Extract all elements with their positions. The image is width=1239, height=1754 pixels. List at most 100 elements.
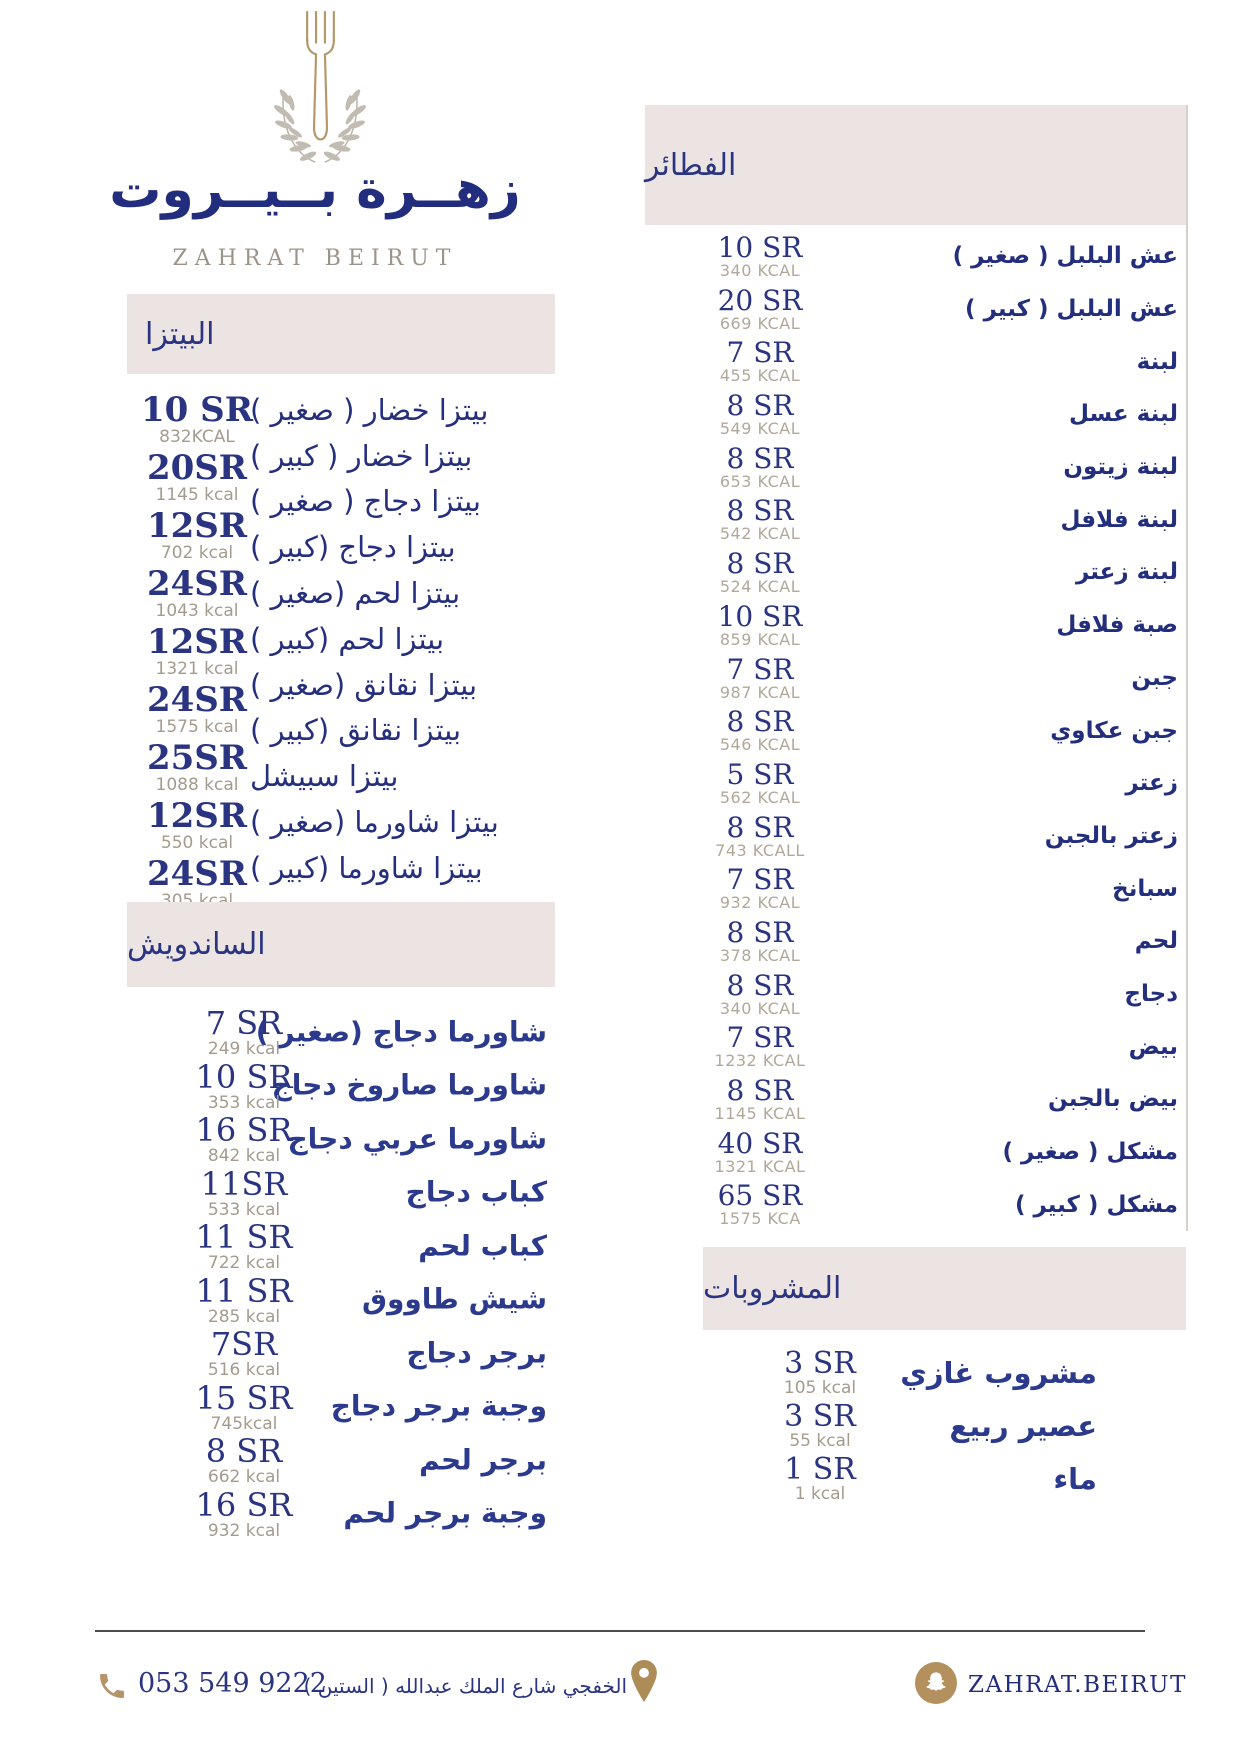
price-block: 8 SR 340 KCAL (685, 971, 835, 1018)
menu-item-row: ماء 1 SR 1 kcal (703, 1452, 1186, 1505)
price-block: 7 SR 455 KCAL (685, 338, 835, 385)
menu-item-row: كباب دجاج 11SR 533 kcal (127, 1166, 555, 1220)
item-kcal: 55 kcal (789, 1431, 851, 1451)
price-block: 7SR 516 kcal (159, 1325, 329, 1380)
item-kcal: 932 kcal (207, 1520, 281, 1541)
menu-item-name: مشكل ( كبير ) (1014, 1191, 1178, 1218)
menu-item-row: زعتر 5 SR 562 KCAL (645, 757, 1186, 810)
menu-item-name: بيتزا سبيشل (250, 759, 399, 794)
item-price: 11 SR (195, 1218, 293, 1256)
menu-item-name: عش البلبل ( صغير ) (952, 243, 1178, 270)
item-price: 12SR (146, 622, 248, 662)
menu-item-name: سبانخ (1112, 875, 1178, 902)
price-block: 11 SR 722 kcal (159, 1218, 329, 1273)
menu-item-name: زعتر بالجبن (1044, 822, 1178, 849)
menu-item-name: بيض بالجبن (1048, 1086, 1178, 1113)
item-kcal: 1232 KCAL (714, 1051, 806, 1071)
item-price: 7 SR (726, 1021, 794, 1055)
price-block: 11 SR 285 kcal (159, 1271, 329, 1326)
menu-item-row: وجبة برجر دجاج 15 SR 745kcal (127, 1380, 555, 1434)
sandwich-list: شاورما دجاج (صغير ) 7 SR 249 kcal شاورما… (127, 1005, 555, 1540)
menu-item-name: بيتزا نقانق (كبير ) (250, 713, 462, 748)
item-price: 8 SR (726, 810, 794, 844)
price-block: 1 SR 1 kcal (750, 1454, 890, 1503)
price-block: 8 SR 743 KCALL (685, 813, 835, 860)
menu-item-name: لبنة عسل (1068, 401, 1178, 428)
item-price: 12SR (146, 506, 248, 546)
pastries-list: عش البلبل ( صغير ) 10 SR 340 KCAL عش الب… (645, 230, 1186, 1231)
item-kcal: 549 KCAL (719, 419, 801, 439)
menu-item-row: جبن 7 SR 987 KCAL (645, 652, 1186, 705)
item-kcal: 842 kcal (207, 1146, 281, 1166)
price-block: 3 SR 55 kcal (750, 1401, 890, 1450)
pastries-section-header: الفطائر (645, 105, 1186, 225)
menu-item-name: ماء (1053, 1461, 1097, 1496)
menu-item-name: صبة فلافل (1056, 612, 1178, 639)
pizza-price-block: 20SR 1145 kcal (127, 450, 267, 508)
menu-item-row: شاورما دجاج (صغير ) 7 SR 249 kcal (127, 1005, 555, 1059)
fork-laurel-icon (273, 10, 367, 163)
drinks-section-header: المشروبات (703, 1247, 1186, 1330)
menu-item-name: دجاج (1124, 980, 1178, 1007)
item-kcal: 745kcal (210, 1413, 278, 1434)
item-price: 5 SR (726, 757, 794, 791)
price-block: 7 SR 932 KCAL (685, 865, 835, 912)
pastries-section-title: الفطائر (645, 147, 737, 183)
item-price: 11 SR (195, 1271, 293, 1310)
menu-item-row: لبنة فلافل 8 SR 542 KCAL (645, 493, 1186, 546)
item-kcal: 1321 kcal (155, 659, 239, 679)
menu-item-row: كباب لحم 11 SR 722 kcal (127, 1219, 555, 1273)
menu-item-row: بيض 7 SR 1232 KCAL (645, 1020, 1186, 1073)
menu-item-row: دجاج 8 SR 340 KCAL (645, 968, 1186, 1021)
item-price: 7 SR (726, 652, 794, 686)
price-block: 16 SR 932 kcal (159, 1488, 329, 1541)
pizza-section-header: البيتزا (127, 294, 555, 374)
item-price: 10 SR (717, 231, 803, 264)
menu-item-row: لبنة عسل 8 SR 549 KCAL (645, 388, 1186, 441)
menu-item-row: عش البلبل ( كبير ) 20 SR 669 KCAL (645, 283, 1186, 336)
item-kcal: 1145 kcal (155, 485, 239, 505)
item-kcal: 524 KCAL (719, 577, 801, 597)
price-block: 16 SR 842 kcal (159, 1114, 329, 1166)
item-price: 8 SR (205, 1432, 283, 1470)
menu-item-name: بيتزا لحم (كبير ) (250, 621, 445, 656)
menu-item-row: جبن عكاوي 8 SR 546 KCAL (645, 704, 1186, 757)
menu-item-name: لبنة (1136, 348, 1178, 375)
menu-item-name: بيتزا نقانق (صغير ) (250, 667, 478, 702)
item-kcal: 1321 KCAL (714, 1156, 806, 1176)
menu-item-row: شيش طاووق 11 SR 285 kcal (127, 1273, 555, 1327)
item-price: 8 SR (726, 1074, 794, 1107)
item-kcal: 105 kcal (783, 1378, 857, 1398)
item-price: 24SR (146, 854, 248, 894)
item-kcal: 516 kcal (207, 1360, 281, 1380)
menu-item-row: بيض بالجبن 8 SR 1145 KCAL (645, 1073, 1186, 1126)
item-price: 1 SR (784, 1452, 856, 1487)
item-price: 8 SR (726, 389, 794, 423)
item-price: 10 SR (195, 1057, 293, 1096)
menu-item-name: شيش طاووق (361, 1282, 547, 1316)
menu-item-name: زعتر (1125, 770, 1178, 797)
item-price: 20SR (146, 448, 248, 488)
menu-item-name: وجبة برجر دجاج (330, 1389, 547, 1423)
snapchat-handle: ZAHRAT.BEIRUT (968, 1672, 1187, 1698)
menu-item-name: وجبة برجر لحم (343, 1496, 547, 1530)
item-kcal: 378 KCAL (719, 945, 801, 965)
pizza-price-list: 10 SR 832KCAL 20SR 1145 kcal 12SR 702 kc… (127, 392, 267, 914)
menu-item-row: لبنة زعتر 8 SR 524 KCAL (645, 546, 1186, 599)
menu-item-row: سبانخ 7 SR 932 KCAL (645, 862, 1186, 915)
menu-item-name: لبنة فلافل (1060, 506, 1178, 533)
menu-item-row: وجبة برجر لحم 16 SR 932 kcal (127, 1487, 555, 1541)
price-block: 11SR 533 kcal (159, 1167, 329, 1219)
item-price: 7SR (210, 1325, 278, 1363)
item-kcal: 1145 KCAL (714, 1104, 806, 1123)
item-kcal: 832KCAL (159, 427, 235, 447)
item-price: 10 SR (141, 390, 253, 430)
pizza-price-block: 24SR 1043 kcal (127, 566, 267, 624)
item-kcal: 1043 kcal (155, 601, 239, 621)
menu-item-name: كباب لحم (418, 1229, 547, 1263)
drinks-list: مشروب غازي 3 SR 105 kcal عصير ربيع 3 SR … (703, 1346, 1186, 1505)
item-kcal: 932 KCAL (719, 893, 801, 913)
menu-item-name: بيتزا خضار ( كبير ) (250, 438, 473, 473)
item-price: 10 SR (717, 599, 803, 633)
